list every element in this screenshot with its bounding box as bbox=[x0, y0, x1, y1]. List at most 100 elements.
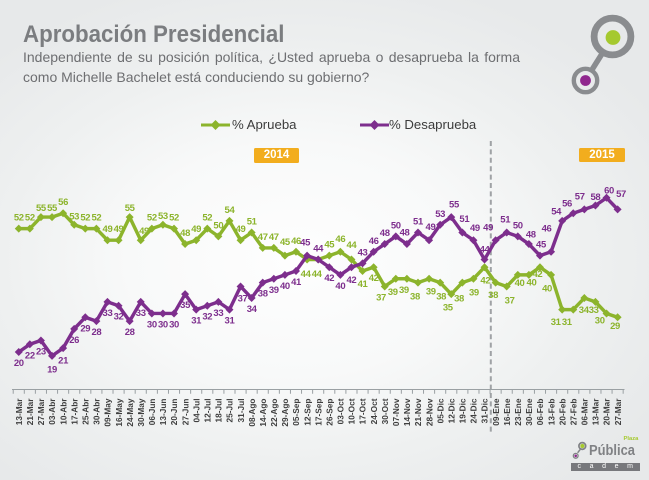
svg-text:44: 44 bbox=[301, 269, 312, 280]
svg-text:30-Abr: 30-Abr bbox=[92, 398, 102, 425]
svg-text:30-Oct: 30-Oct bbox=[380, 398, 390, 424]
svg-text:21-Mar: 21-Mar bbox=[25, 398, 35, 426]
svg-text:33: 33 bbox=[136, 308, 146, 319]
svg-text:37: 37 bbox=[238, 293, 248, 304]
svg-text:21: 21 bbox=[58, 356, 69, 367]
svg-text:05-Dic: 05-Dic bbox=[435, 398, 445, 423]
svg-text:39: 39 bbox=[469, 287, 479, 298]
svg-text:56: 56 bbox=[562, 199, 572, 210]
svg-text:30: 30 bbox=[147, 319, 157, 330]
svg-text:37: 37 bbox=[376, 292, 386, 303]
svg-text:40: 40 bbox=[335, 281, 345, 292]
svg-text:25-Jul: 25-Jul bbox=[225, 399, 235, 423]
svg-text:39: 39 bbox=[399, 285, 409, 296]
svg-text:13-Mar: 13-Mar bbox=[14, 398, 24, 426]
svg-text:39: 39 bbox=[426, 286, 436, 297]
svg-text:12-Sep: 12-Sep bbox=[302, 399, 312, 426]
svg-text:48: 48 bbox=[380, 228, 390, 239]
svg-text:47: 47 bbox=[269, 232, 279, 243]
svg-text:19-Dic: 19-Dic bbox=[458, 398, 468, 423]
svg-text:17-Sep: 17-Sep bbox=[313, 399, 323, 426]
svg-text:42: 42 bbox=[369, 273, 379, 284]
svg-text:06-Feb: 06-Feb bbox=[535, 399, 545, 426]
svg-text:55: 55 bbox=[125, 203, 136, 214]
svg-text:13-Feb: 13-Feb bbox=[546, 399, 556, 426]
svg-text:47: 47 bbox=[258, 232, 268, 243]
svg-text:14-Ago: 14-Ago bbox=[258, 399, 268, 427]
svg-text:50: 50 bbox=[513, 220, 523, 231]
svg-text:41: 41 bbox=[358, 279, 369, 290]
svg-text:51: 51 bbox=[413, 217, 424, 228]
svg-text:50: 50 bbox=[391, 220, 401, 231]
svg-text:41: 41 bbox=[291, 277, 302, 288]
svg-text:30: 30 bbox=[158, 319, 168, 330]
svg-text:54: 54 bbox=[225, 205, 236, 216]
svg-text:55: 55 bbox=[36, 203, 47, 214]
svg-text:09-May: 09-May bbox=[103, 398, 113, 427]
svg-text:39: 39 bbox=[269, 285, 279, 296]
svg-text:53: 53 bbox=[435, 209, 445, 220]
svg-text:45: 45 bbox=[536, 240, 547, 251]
svg-text:31: 31 bbox=[191, 316, 202, 327]
svg-text:42: 42 bbox=[480, 276, 490, 287]
svg-text:16-May: 16-May bbox=[114, 398, 124, 427]
svg-text:28: 28 bbox=[91, 327, 101, 338]
svg-text:12-Jul: 12-Jul bbox=[202, 399, 212, 423]
svg-text:37: 37 bbox=[505, 295, 515, 306]
svg-text:29: 29 bbox=[80, 323, 90, 334]
svg-text:17-Abr: 17-Abr bbox=[69, 398, 79, 425]
svg-text:23: 23 bbox=[36, 346, 46, 357]
svg-text:12-Dic: 12-Dic bbox=[446, 398, 456, 423]
svg-text:31: 31 bbox=[562, 317, 573, 328]
svg-text:20-Feb: 20-Feb bbox=[557, 399, 567, 426]
svg-text:57: 57 bbox=[616, 189, 626, 200]
svg-text:33: 33 bbox=[589, 305, 599, 316]
svg-text:44: 44 bbox=[480, 244, 491, 255]
svg-text:42: 42 bbox=[324, 273, 334, 284]
svg-text:45: 45 bbox=[280, 237, 291, 248]
svg-text:48: 48 bbox=[400, 227, 410, 238]
svg-text:38: 38 bbox=[436, 292, 446, 303]
svg-text:55: 55 bbox=[449, 199, 460, 210]
svg-text:57: 57 bbox=[575, 191, 585, 202]
svg-text:52: 52 bbox=[91, 213, 101, 224]
svg-text:46: 46 bbox=[291, 236, 301, 247]
svg-text:24-Oct: 24-Oct bbox=[369, 398, 379, 424]
svg-text:26-Sep: 26-Sep bbox=[324, 399, 334, 426]
svg-text:39: 39 bbox=[388, 287, 398, 298]
svg-text:13-Jun: 13-Jun bbox=[158, 399, 168, 426]
svg-text:54: 54 bbox=[551, 207, 562, 218]
svg-text:20: 20 bbox=[14, 358, 24, 369]
svg-text:38: 38 bbox=[488, 290, 498, 301]
svg-text:29-Ago: 29-Ago bbox=[280, 399, 290, 427]
svg-text:07-Nov: 07-Nov bbox=[391, 398, 401, 426]
svg-text:42: 42 bbox=[347, 275, 357, 286]
svg-text:49: 49 bbox=[103, 224, 113, 235]
svg-text:50: 50 bbox=[213, 220, 223, 231]
svg-text:52: 52 bbox=[14, 213, 24, 224]
svg-text:52: 52 bbox=[80, 213, 90, 224]
svg-text:29: 29 bbox=[610, 321, 620, 332]
svg-text:08-Ago: 08-Ago bbox=[247, 399, 257, 427]
svg-text:10-Abr: 10-Abr bbox=[58, 398, 68, 425]
svg-text:27-Mar: 27-Mar bbox=[613, 398, 623, 426]
svg-text:51: 51 bbox=[500, 215, 511, 226]
svg-text:34: 34 bbox=[579, 305, 590, 316]
svg-text:40: 40 bbox=[527, 278, 537, 289]
svg-text:34: 34 bbox=[247, 304, 258, 315]
svg-text:55: 55 bbox=[47, 203, 58, 214]
svg-text:44: 44 bbox=[312, 269, 323, 280]
svg-text:49: 49 bbox=[483, 222, 493, 233]
svg-text:56: 56 bbox=[58, 197, 68, 208]
svg-text:30: 30 bbox=[169, 319, 179, 330]
svg-text:60: 60 bbox=[604, 185, 614, 196]
svg-text:33: 33 bbox=[213, 308, 223, 319]
svg-text:48: 48 bbox=[180, 228, 190, 239]
svg-text:31-Dic: 31-Dic bbox=[480, 398, 490, 423]
svg-text:49: 49 bbox=[139, 226, 149, 237]
svg-text:38: 38 bbox=[258, 289, 268, 300]
svg-text:24-Dic: 24-Dic bbox=[469, 398, 479, 423]
svg-text:03-Abr: 03-Abr bbox=[47, 398, 57, 425]
svg-text:40: 40 bbox=[515, 278, 525, 289]
svg-text:46: 46 bbox=[369, 236, 379, 247]
